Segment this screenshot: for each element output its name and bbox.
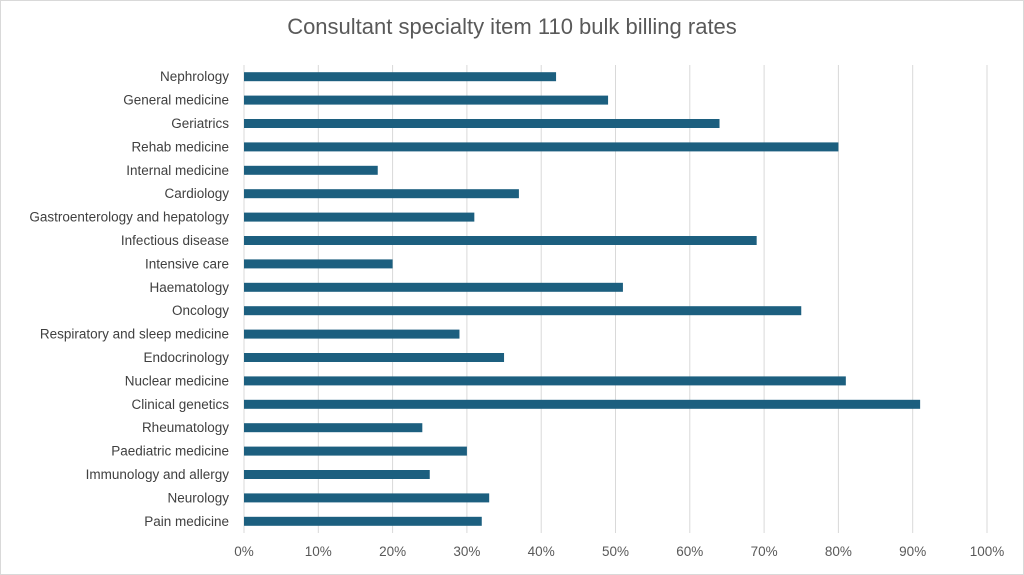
value-axis: 0% 10% 20% 30% 40% 50% 60% 70% 80% 90% 100% — [234, 544, 1004, 559]
bar — [244, 516, 482, 526]
x-tick-label: 90% — [899, 544, 926, 559]
bar — [244, 470, 430, 479]
y-category-label: Infectious disease — [121, 233, 229, 248]
bar — [244, 353, 505, 362]
bar — [244, 306, 802, 316]
bars — [244, 72, 921, 526]
y-category-label: Internal medicine — [126, 163, 229, 178]
y-category-label: Cardiology — [164, 186, 229, 201]
y-category-label: Nuclear medicine — [125, 373, 229, 388]
y-category-label: Respiratory and sleep medicine — [40, 327, 229, 342]
x-tick-label: 10% — [305, 544, 332, 559]
x-tick-label: 70% — [751, 544, 778, 559]
x-tick-label: 0% — [234, 544, 254, 559]
gridlines — [243, 65, 988, 533]
bar — [244, 493, 490, 503]
x-tick-label: 50% — [602, 544, 629, 559]
y-category-label: Gastroenterology and hepatology — [29, 210, 229, 225]
category-axis: Nephrology General medicine Geriatrics Reha… — [29, 69, 229, 529]
bar — [244, 142, 839, 152]
x-tick-label: 40% — [528, 544, 555, 559]
x-tick-label: 80% — [825, 544, 852, 559]
y-category-label: Rheumatology — [142, 420, 229, 435]
y-category-label: Geriatrics — [171, 116, 229, 131]
bar — [244, 212, 475, 222]
bar — [244, 95, 609, 105]
chart-title: Consultant specialty item 110 bulk billi… — [287, 14, 737, 39]
bar — [244, 399, 921, 409]
y-category-label: Endocrinology — [143, 350, 229, 365]
y-category-label: General medicine — [123, 93, 229, 108]
bar — [244, 236, 757, 245]
y-category-label: Pain medicine — [144, 514, 229, 529]
y-category-label: Clinical genetics — [131, 397, 229, 412]
y-category-label: Immunology and allergy — [86, 467, 230, 482]
y-category-label: Haematology — [149, 280, 229, 295]
y-category-label: Neurology — [167, 490, 229, 505]
bar — [244, 329, 460, 339]
bar — [244, 72, 557, 82]
y-category-label: Oncology — [172, 303, 229, 318]
bar — [244, 119, 720, 128]
y-category-label: Nephrology — [160, 69, 229, 84]
y-category-label: Rehab medicine — [131, 139, 229, 154]
x-tick-label: 30% — [453, 544, 480, 559]
bar — [244, 376, 846, 386]
bar — [244, 259, 393, 269]
bar — [244, 165, 378, 175]
bar — [244, 282, 623, 292]
bar — [244, 189, 519, 199]
bar — [244, 446, 467, 456]
bar — [244, 423, 423, 433]
x-tick-label: 20% — [379, 544, 406, 559]
y-category-label: Paediatric medicine — [111, 444, 229, 459]
x-tick-label: 60% — [676, 544, 703, 559]
x-tick-label: 100% — [970, 544, 1005, 559]
y-category-label: Intensive care — [145, 256, 229, 271]
